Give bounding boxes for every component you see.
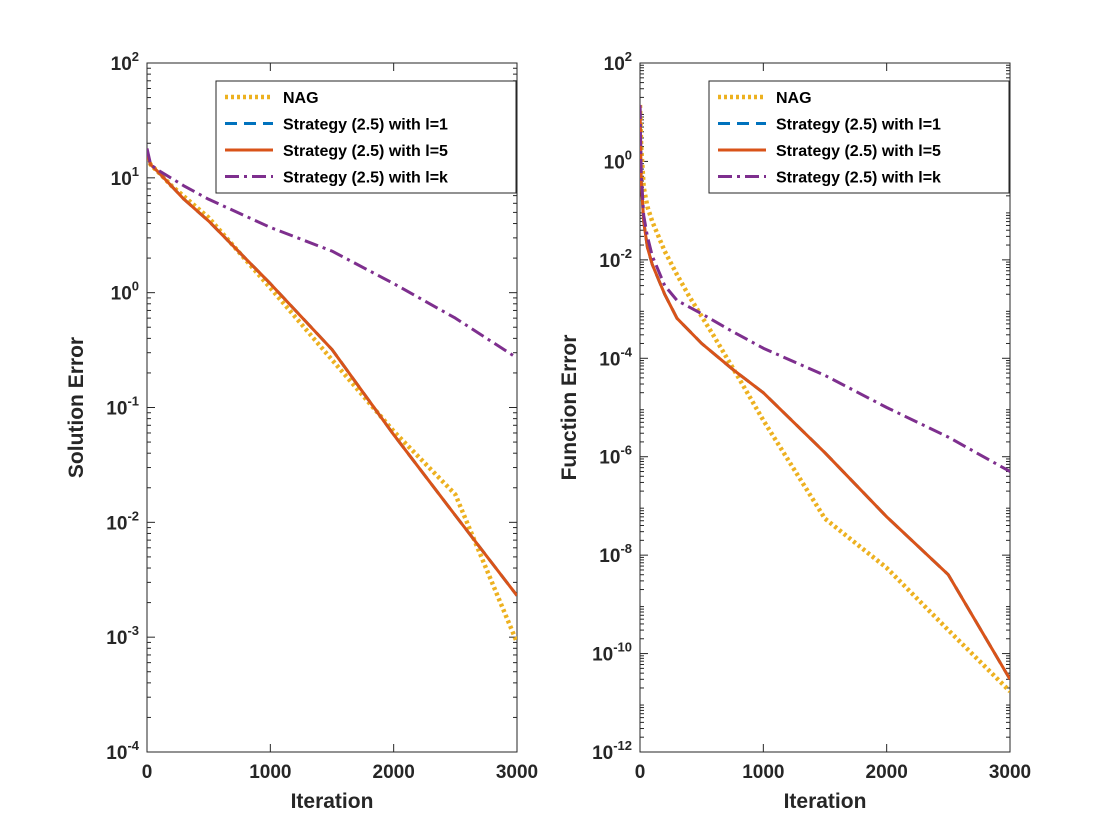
y-tick-base: 10 bbox=[599, 546, 620, 567]
y-tick-exponent: -12 bbox=[613, 738, 632, 753]
x-axis-label: Iteration bbox=[291, 790, 374, 813]
y-axis-label: Solution Error bbox=[65, 337, 88, 478]
legend: NAG Strategy (2.5) with l=1 Strategy (2.5)… bbox=[215, 80, 517, 194]
y-tick-exponent: 2 bbox=[625, 49, 632, 64]
legend-box bbox=[708, 80, 1010, 194]
y-tick-label: 101 bbox=[111, 164, 139, 190]
y-tick-exponent: -1 bbox=[127, 394, 139, 409]
y-tick-label: 10-4 bbox=[599, 344, 632, 370]
y-tick-base: 10 bbox=[599, 251, 620, 272]
y-tick-base: 10 bbox=[106, 743, 127, 764]
x-tick-label: 0 bbox=[635, 762, 646, 783]
y-tick-base: 10 bbox=[592, 743, 613, 764]
legend-entry: Strategy (2.5) with l=1 bbox=[283, 117, 448, 134]
x-tick-label: 2000 bbox=[866, 762, 908, 783]
series-line-4 bbox=[640, 104, 1010, 473]
y-tick-label: 10-2 bbox=[106, 508, 139, 534]
x-tick-label: 3000 bbox=[989, 762, 1031, 783]
y-tick-exponent: -2 bbox=[620, 246, 632, 261]
y-tick-exponent: -3 bbox=[127, 623, 139, 638]
legend-entry: NAG bbox=[776, 90, 812, 107]
y-tick-exponent: -4 bbox=[127, 738, 139, 753]
y-tick-base: 10 bbox=[604, 54, 625, 75]
y-tick-base: 10 bbox=[111, 169, 132, 190]
y-tick-base: 10 bbox=[604, 152, 625, 173]
y-tick-label: 10-2 bbox=[599, 246, 632, 272]
legend: NAG Strategy (2.5) with l=1 Strategy (2.5)… bbox=[708, 80, 1010, 194]
y-tick-base: 10 bbox=[106, 513, 127, 534]
y-tick-exponent: 0 bbox=[625, 147, 632, 162]
y-tick-label: 10-3 bbox=[106, 623, 139, 649]
y-tick-label: 10-10 bbox=[592, 640, 632, 666]
y-tick-exponent: 2 bbox=[132, 49, 139, 64]
legend-entry: Strategy (2.5) with l=1 bbox=[776, 117, 941, 134]
legend-entry: Strategy (2.5) with l=5 bbox=[776, 143, 941, 160]
legend-entry: NAG bbox=[283, 90, 319, 107]
y-tick-label: 10-1 bbox=[106, 394, 139, 420]
x-tick-label: 1000 bbox=[742, 762, 784, 783]
legend-entry: Strategy (2.5) with l=k bbox=[776, 170, 941, 187]
axes-box bbox=[639, 62, 1011, 753]
y-tick-base: 10 bbox=[599, 448, 620, 469]
series-lines bbox=[640, 104, 1010, 693]
y-tick-label: 102 bbox=[111, 49, 139, 75]
legend-entry: Strategy (2.5) with l=5 bbox=[283, 143, 448, 160]
legend-box bbox=[215, 80, 517, 194]
y-tick-base: 10 bbox=[106, 399, 127, 420]
y-tick-label: 10-12 bbox=[592, 738, 632, 764]
x-tick-label: 3000 bbox=[496, 762, 538, 783]
y-tick-label: 100 bbox=[111, 279, 139, 305]
y-tick-exponent: -8 bbox=[620, 541, 632, 556]
y-tick-exponent: -10 bbox=[613, 640, 632, 655]
x-axis-label: Iteration bbox=[784, 790, 867, 813]
y-tick-base: 10 bbox=[592, 645, 613, 666]
y-tick-label: 10-4 bbox=[106, 738, 139, 764]
y-tick-label: 10-8 bbox=[599, 541, 632, 567]
minor-ticks bbox=[640, 64, 1010, 738]
y-tick-label: 10-6 bbox=[599, 443, 632, 469]
legend-entry: Strategy (2.5) with l=k bbox=[283, 170, 448, 187]
y-tick-base: 10 bbox=[111, 54, 132, 75]
y-tick-exponent: -4 bbox=[620, 344, 632, 359]
x-tick-label: 2000 bbox=[373, 762, 415, 783]
x-tick-label: 1000 bbox=[249, 762, 291, 783]
y-tick-base: 10 bbox=[106, 628, 127, 649]
y-tick-exponent: 0 bbox=[132, 279, 139, 294]
y-axis-label: Function Error bbox=[558, 335, 581, 481]
y-tick-exponent: -2 bbox=[127, 508, 139, 523]
series-lines bbox=[147, 148, 517, 644]
y-tick-label: 102 bbox=[604, 49, 632, 75]
y-tick-base: 10 bbox=[599, 349, 620, 370]
y-tick-exponent: -6 bbox=[620, 443, 632, 458]
y-tick-label: 100 bbox=[604, 147, 632, 173]
series-line-4 bbox=[147, 148, 517, 360]
series-line-3 bbox=[147, 153, 517, 597]
y-tick-exponent: 1 bbox=[132, 164, 139, 179]
x-tick-label: 0 bbox=[142, 762, 153, 783]
y-tick-base: 10 bbox=[111, 284, 132, 305]
